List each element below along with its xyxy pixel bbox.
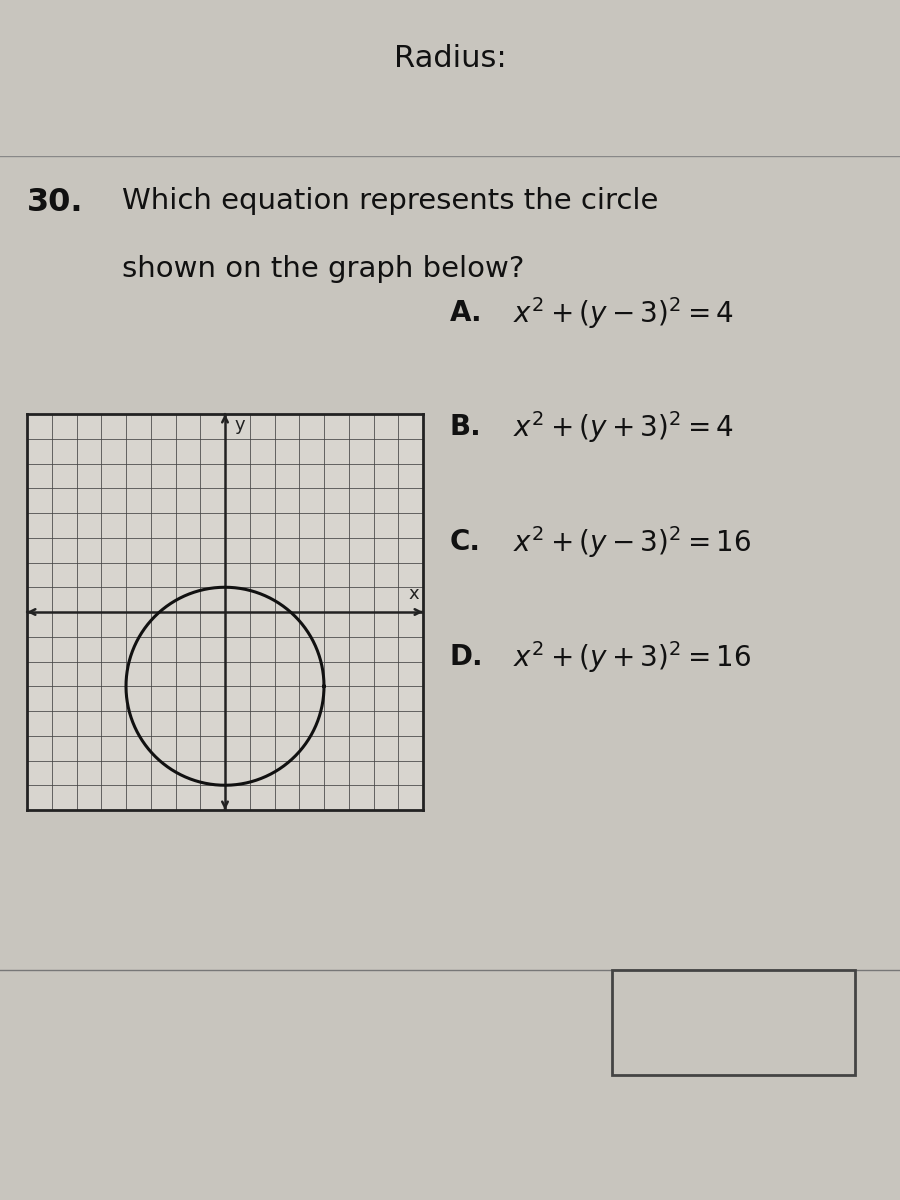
Text: A.: A.	[450, 299, 482, 326]
Text: $x^2 + (y - 3)^2 = 16$: $x^2 + (y - 3)^2 = 16$	[513, 524, 752, 560]
Text: C.: C.	[450, 528, 481, 557]
Text: $x^2 + (y + 3)^2 = 16$: $x^2 + (y + 3)^2 = 16$	[513, 640, 752, 676]
Text: $x^2 + (y + 3)^2 = 4$: $x^2 + (y + 3)^2 = 4$	[513, 409, 734, 445]
Text: y: y	[235, 416, 246, 434]
Text: Which equation represents the circle: Which equation represents the circle	[122, 187, 658, 215]
Text: 30.: 30.	[27, 187, 84, 218]
Text: x: x	[409, 586, 419, 604]
Text: Radius:: Radius:	[393, 43, 507, 73]
Text: B.: B.	[450, 414, 482, 442]
Text: D.: D.	[450, 643, 483, 671]
Text: shown on the graph below?: shown on the graph below?	[122, 256, 524, 283]
Bar	[612, 971, 855, 1075]
Text: $x^2 + (y - 3)^2 = 4$: $x^2 + (y - 3)^2 = 4$	[513, 295, 734, 330]
